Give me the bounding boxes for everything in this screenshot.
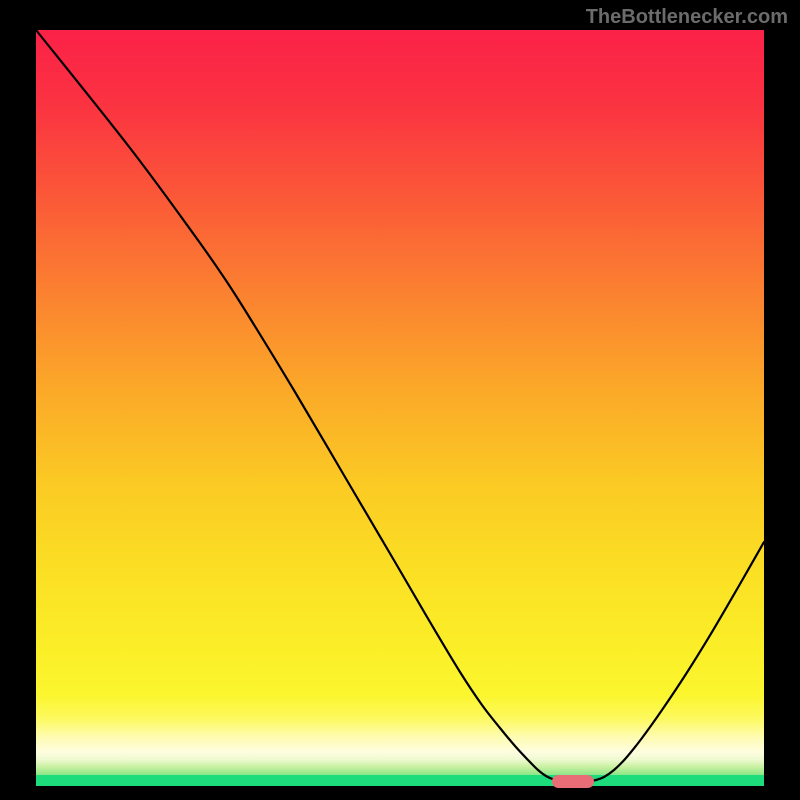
bottleneck-curve [36, 30, 764, 786]
chart-container: TheBottlenecker.com [0, 0, 800, 800]
watermark-text: TheBottlenecker.com [586, 6, 788, 29]
plot-area [36, 30, 764, 786]
optimum-marker [552, 775, 594, 788]
